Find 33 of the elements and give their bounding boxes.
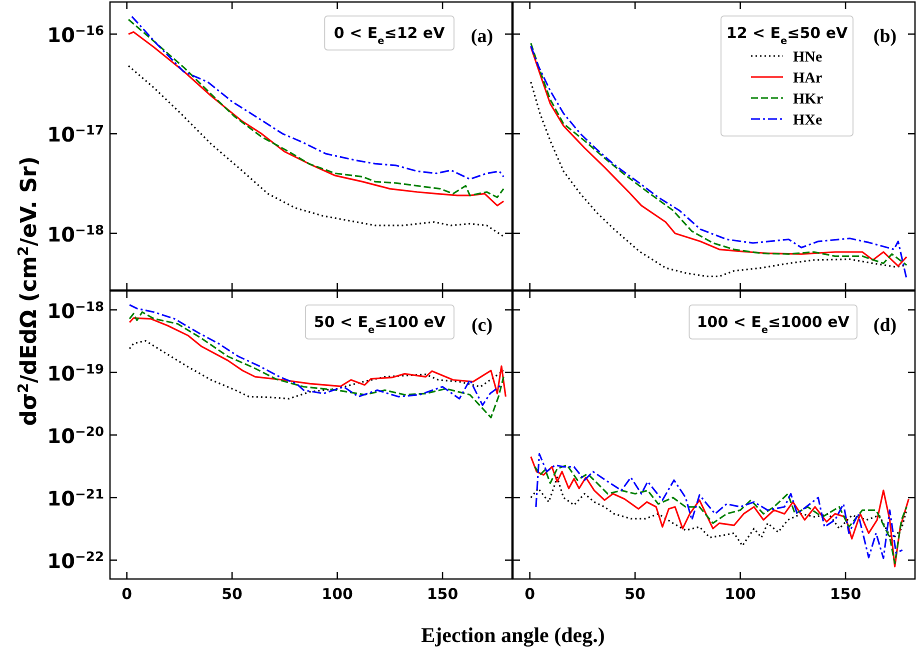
y-tick-label: 10$^{−21}$ [47,486,104,511]
legend-label: HXe [793,112,822,128]
x-tick-label: 150 [426,585,458,603]
line-series [128,65,504,238]
annotation: 0 < E$_{e}$≤12 eV [334,24,446,46]
x-tick-label: 50 [222,585,243,603]
y-tick-label: 10$^{−19}$ [47,361,104,386]
y-tick-label: 10$^{−22}$ [47,549,104,574]
y-tick-label: 10$^{−16}$ [47,23,104,48]
y-tick-label: 10$^{−20}$ [47,424,104,448]
annotation: (d) [873,315,897,336]
line-series [128,317,506,398]
annotation: (b) [873,26,897,47]
x-axis-title: Ejection angle (deg.) [421,623,605,647]
x-tick-label: 50 [624,585,646,603]
annotation: (a) [470,26,494,47]
annotation: 50 < E$_{e}$≤100 eV [314,313,446,336]
x-tick-label: 0 [122,585,132,603]
x-tick-label: 100 [322,585,353,603]
x-tick-label: 150 [830,585,862,603]
annotation: (c) [471,315,493,336]
x-tick-label: 0 [524,585,536,603]
y-tick-label: 10$^{−17}$ [47,122,104,147]
legend-label: HNe [793,49,822,66]
legend-label: HAr [793,70,822,86]
line-series [128,311,504,418]
line-series [128,304,502,406]
y-tick-label: 10$^{−18}$ [47,298,104,323]
x-tick-label: 100 [724,585,756,603]
annotation: 100 < E$_{e}$≤1000 eV [696,313,850,336]
legend-label: HKr [793,91,824,108]
y-tick-label: 10$^{−18}$ [47,222,104,246]
legend-title: 12 < E$_{e}$≤50 eV [726,24,848,46]
